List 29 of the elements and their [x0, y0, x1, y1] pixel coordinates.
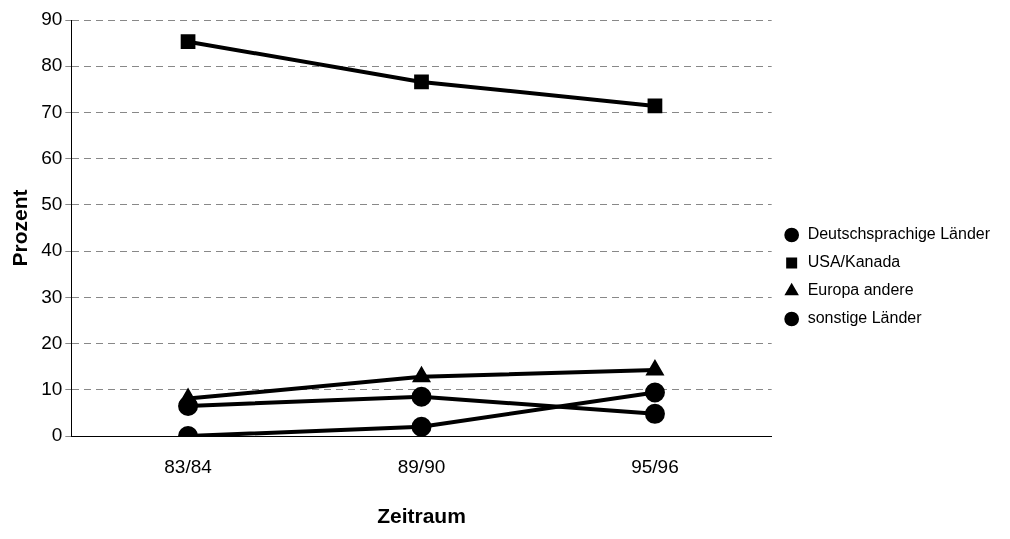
legend-label: Deutschsprachige Länder — [807, 225, 991, 243]
y-tick-label: 30 — [41, 285, 63, 307]
point — [179, 388, 197, 405]
point — [646, 359, 664, 376]
x-tick-label: 83/84 — [164, 455, 213, 477]
y-tick-label: 0 — [51, 424, 63, 446]
point — [414, 74, 429, 90]
point — [412, 366, 431, 383]
point — [644, 382, 665, 403]
point — [411, 386, 432, 407]
y-tick-label: 90 — [41, 8, 63, 30]
x-axis-title: Zeitraum — [377, 504, 466, 528]
y-axis-title: Prozent — [8, 189, 32, 267]
y-tick-label: 20 — [41, 331, 63, 353]
point — [644, 403, 665, 424]
y-tick-label: 60 — [41, 146, 63, 168]
point — [411, 416, 432, 436]
x-tick-label: 89/90 — [397, 455, 446, 477]
point — [647, 98, 663, 114]
x-tick-label: 95/96 — [631, 455, 679, 477]
point — [180, 34, 196, 50]
y-tick-label: 80 — [41, 54, 63, 76]
legend-label: Europa andere — [807, 281, 914, 299]
legend-label: USA/Kanada — [807, 253, 901, 271]
y-tick-label: 50 — [41, 193, 63, 215]
y-tick-label: 40 — [41, 239, 63, 261]
legend-label: sonstige Länder — [807, 309, 923, 327]
y-tick-label: 70 — [41, 100, 63, 122]
y-tick-label: 10 — [41, 378, 63, 400]
